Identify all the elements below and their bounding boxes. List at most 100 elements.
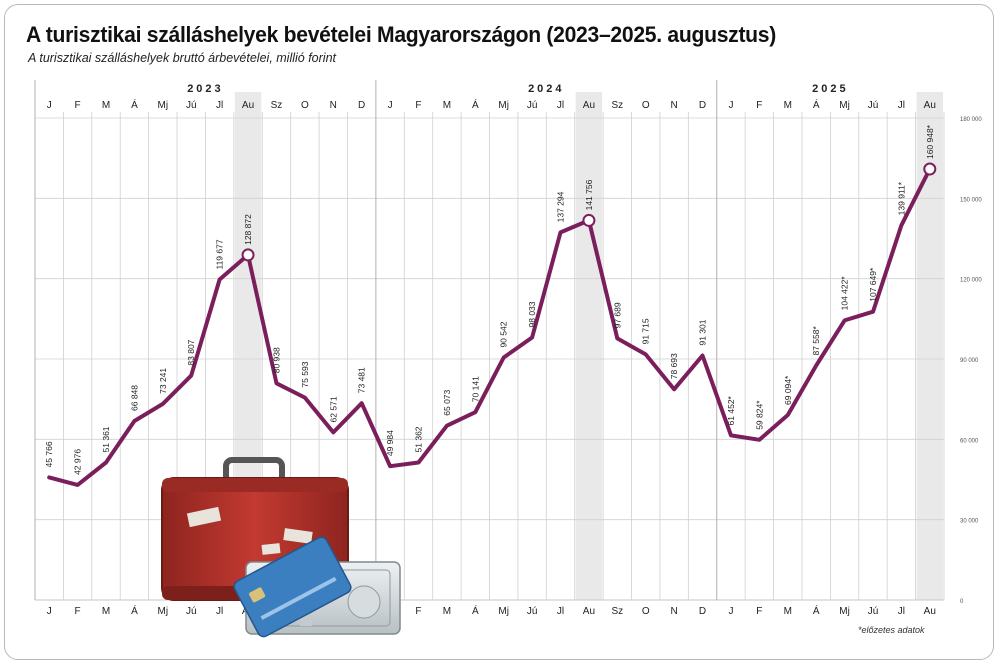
august-highlight-band <box>575 92 603 600</box>
x-tick-label-top: Jl <box>216 100 223 111</box>
travel-money-illustration <box>161 457 401 638</box>
peak-marker <box>923 162 937 176</box>
data-label: 91 715 <box>641 318 651 344</box>
data-label: 42 976 <box>73 449 83 475</box>
data-label: 91 301 <box>698 319 708 345</box>
x-tick-label-top: J <box>47 100 52 111</box>
x-tick-label-bottom: D <box>699 606 706 617</box>
data-label: 49 984 <box>385 430 395 456</box>
x-tick-label-bottom: Sz <box>611 606 623 617</box>
series-line <box>47 167 932 487</box>
x-tick-label-top: N <box>330 100 337 111</box>
x-tick-label-bottom: M <box>784 606 792 617</box>
x-tick-label-bottom: Á <box>813 604 820 617</box>
x-tick-label-top: M <box>443 100 451 111</box>
data-label: 160 948* <box>925 124 935 159</box>
data-label: 70 141 <box>470 376 480 402</box>
year-label: 2023 <box>187 83 223 95</box>
x-tick-label-bottom: Mj <box>839 606 850 617</box>
august-highlight-band <box>916 92 943 600</box>
data-label: 73 241 <box>158 368 168 394</box>
x-tick-label-top: Jú <box>527 100 538 111</box>
x-tick-label-bottom: M <box>443 606 451 617</box>
chart-subtitle: A turisztikai szálláshelyek bruttó árbev… <box>28 51 336 65</box>
x-tick-label-bottom: O <box>642 606 650 617</box>
data-label: 45 766 <box>44 441 54 467</box>
x-tick-label-top: Au <box>242 100 254 111</box>
data-label: 62 571 <box>328 396 338 422</box>
x-tick-label-top: F <box>415 100 421 111</box>
x-tick-label-bottom: Á <box>131 604 138 617</box>
y-tick-label: 180 000 <box>960 117 982 123</box>
data-label: 51 361 <box>101 426 111 452</box>
x-tick-label-bottom: M <box>102 606 110 617</box>
x-tick-label-top: Mj <box>498 100 509 111</box>
y-tick-label: 150 000 <box>960 197 982 203</box>
x-tick-label-top: J <box>728 100 733 111</box>
chart-title: A turisztikai szálláshelyek bevételei Ma… <box>26 22 777 47</box>
y-tick-label: 60 000 <box>960 438 979 444</box>
x-tick-label-top: Jl <box>898 100 905 111</box>
data-label: 66 848 <box>129 385 139 411</box>
x-tick-label-top: M <box>784 100 792 111</box>
data-label: 107 649* <box>868 267 878 302</box>
footnote: *előzetes adatok <box>858 625 925 635</box>
data-label: 80 938 <box>271 347 281 373</box>
x-tick-label-top: Jú <box>186 100 197 111</box>
x-tick-label-bottom: F <box>75 606 81 617</box>
data-label: 83 807 <box>186 339 196 365</box>
x-tick-label-bottom: Jl <box>216 606 223 617</box>
x-tick-label-top: Á <box>472 98 479 111</box>
x-tick-label-top: O <box>301 100 309 111</box>
x-tick-label-top: D <box>358 100 365 111</box>
data-label: 59 824* <box>754 400 764 430</box>
year-label: 2024 <box>528 83 564 95</box>
x-tick-label-top: O <box>642 100 650 111</box>
x-tick-label-bottom: Jl <box>557 606 564 617</box>
x-tick-label-bottom: Mj <box>498 606 509 617</box>
x-tick-label-top: Jú <box>868 100 879 111</box>
x-tick-label-bottom: Jl <box>898 606 905 617</box>
data-label: 69 094* <box>783 375 793 405</box>
data-label: 75 593 <box>300 361 310 387</box>
x-tick-label-bottom: Au <box>924 606 936 617</box>
x-tick-label-bottom: Au <box>583 606 595 617</box>
data-label: 51 362 <box>413 426 423 452</box>
x-tick-label-bottom: J <box>728 606 733 617</box>
data-label: 65 073 <box>442 389 452 415</box>
x-tick-label-bottom: Jú <box>186 606 197 617</box>
x-tick-label-top: M <box>102 100 110 111</box>
x-tick-label-top: D <box>699 100 706 111</box>
x-tick-label-bottom: F <box>415 606 421 617</box>
data-label: 97 689 <box>612 302 622 328</box>
data-label: 90 542 <box>499 321 509 347</box>
x-tick-label-top: Mj <box>158 100 169 111</box>
x-tick-label-top: Sz <box>611 100 623 111</box>
x-tick-label-bottom: J <box>47 606 52 617</box>
x-tick-label-bottom: F <box>756 606 762 617</box>
y-tick-label: 90 000 <box>960 358 979 364</box>
x-tick-label-bottom: Jú <box>527 606 538 617</box>
y-tick-label: 120 000 <box>960 278 982 284</box>
x-tick-label-top: N <box>671 100 678 111</box>
data-label: 137 294 <box>556 191 566 222</box>
x-tick-label-top: Jl <box>557 100 564 111</box>
x-tick-label-top: Mj <box>839 100 850 111</box>
year-label: 2025 <box>812 83 848 95</box>
y-tick-label: 30 000 <box>960 519 979 525</box>
x-tick-label-top: F <box>756 100 762 111</box>
data-label: 78 693 <box>669 353 679 379</box>
data-label: 141 756 <box>584 179 594 210</box>
data-label: 139 911* <box>896 181 906 215</box>
x-tick-label-top: J <box>388 100 393 111</box>
x-tick-label-bottom: Jú <box>868 606 879 617</box>
data-label: 61 452* <box>726 395 736 425</box>
x-tick-label-top: Á <box>813 98 820 111</box>
x-tick-label-bottom: Á <box>472 604 479 617</box>
x-tick-label-top: Sz <box>271 100 283 111</box>
data-label: 128 872 <box>243 214 253 245</box>
y-tick-label: 0 <box>960 599 964 605</box>
x-tick-label-bottom: Mj <box>158 606 169 617</box>
data-label: 73 481 <box>357 367 367 393</box>
peak-marker <box>241 248 255 262</box>
